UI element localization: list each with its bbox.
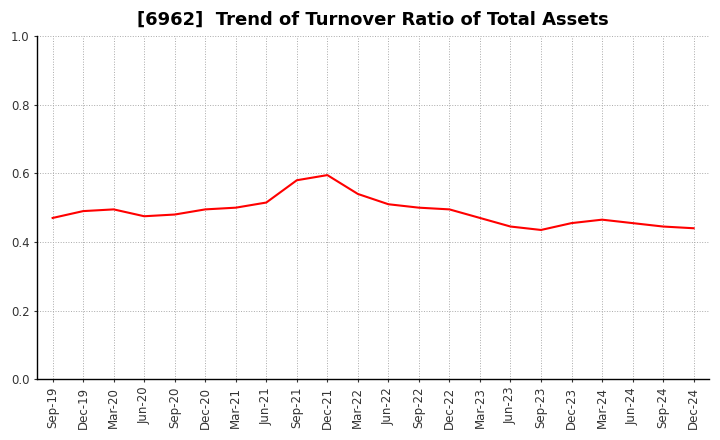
Title: [6962]  Trend of Turnover Ratio of Total Assets: [6962] Trend of Turnover Ratio of Total … bbox=[138, 11, 609, 29]
